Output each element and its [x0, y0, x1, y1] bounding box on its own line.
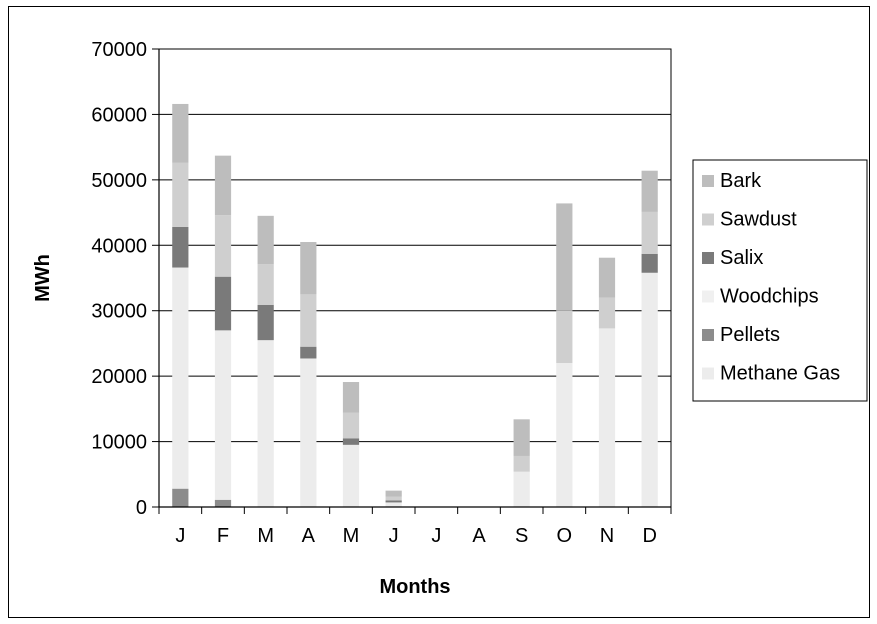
bar-segment — [513, 471, 530, 507]
bar-segment — [257, 264, 274, 305]
bar-segment — [300, 358, 317, 507]
gridlines — [159, 48, 671, 443]
bar-segment — [598, 297, 616, 329]
y-tick-labels: 0 10000 20000 30000 40000 50000 60000 70000 — [91, 39, 147, 519]
bar-segment — [556, 310, 573, 364]
bar-segment — [257, 340, 274, 507]
chart-frame: 0 10000 20000 30000 40000 50000 60000 70000 J F M… — [8, 6, 870, 618]
bar-segment — [172, 488, 189, 507]
legend-box — [692, 159, 868, 402]
bar-segment — [214, 276, 232, 331]
bar-segment — [385, 496, 402, 501]
legend-label: Sawdust — [720, 209, 797, 231]
x-tick-label: D — [642, 525, 656, 547]
axes — [152, 48, 672, 514]
legend: Bark Sawdust Salix Woodchips Pellets Methane … — [692, 159, 868, 402]
legend-swatch — [702, 252, 714, 264]
bar-segment — [342, 444, 360, 507]
legend-swatch — [702, 213, 714, 226]
bar-segment — [257, 304, 274, 341]
bar-segment — [172, 103, 189, 163]
bar-segment — [641, 253, 658, 273]
bar-segment — [556, 203, 573, 311]
y-axis-title: MWh — [32, 254, 54, 302]
bar-segment — [513, 419, 530, 456]
y-tick-label: 10000 — [91, 432, 147, 454]
bar-segment — [172, 226, 189, 268]
bar-segment — [513, 455, 530, 472]
legend-swatch — [702, 329, 714, 341]
bar-segment — [641, 170, 658, 212]
legend-label: Pellets — [720, 324, 780, 346]
bar-segment — [300, 346, 317, 359]
bar-segment — [214, 330, 232, 500]
bar-segment — [257, 215, 274, 265]
y-tick-label: 40000 — [91, 235, 147, 257]
plot-area — [158, 48, 672, 508]
bar-segment — [214, 155, 232, 216]
legend-label: Methane Gas — [720, 363, 840, 385]
chart-svg: 0 10000 20000 30000 40000 50000 60000 70000 J F M… — [32, 39, 868, 598]
y-tick-label: 0 — [136, 497, 147, 519]
y-tick-label: 20000 — [91, 366, 147, 388]
x-tick-label: J — [389, 525, 399, 547]
x-tick-label: J — [431, 525, 441, 547]
legend-label: Woodchips — [720, 286, 819, 308]
x-tick-label: A — [302, 525, 316, 547]
legend-swatch — [702, 367, 714, 380]
legend-label: Bark — [720, 170, 762, 192]
bar-segment — [385, 500, 402, 503]
x-tick-label: A — [472, 525, 486, 547]
bar-segment — [342, 382, 360, 413]
x-axis-title: Months — [379, 576, 450, 598]
bar-segment — [342, 412, 360, 439]
bar-segment — [556, 363, 573, 507]
bar-segment — [172, 162, 189, 227]
bar-segment — [641, 211, 658, 254]
y-tick-label: 70000 — [91, 39, 147, 61]
y-tick-label: 30000 — [91, 301, 147, 323]
x-tick-label: F — [217, 525, 229, 547]
x-tick-label: O — [557, 525, 573, 547]
bar-segment — [300, 242, 317, 295]
legend-swatch — [702, 290, 714, 303]
plot-background — [158, 48, 672, 508]
x-tick-label: M — [343, 525, 360, 547]
bar-segment — [214, 215, 232, 277]
y-tick-label: 50000 — [91, 170, 147, 192]
y-tick-label: 60000 — [91, 104, 147, 126]
bars — [172, 103, 658, 507]
x-tick-label: M — [257, 525, 274, 547]
bar-segment — [172, 267, 189, 489]
bar-segment — [641, 272, 658, 507]
x-tick-label: J — [175, 525, 185, 547]
bar-segment — [385, 502, 402, 507]
x-tick-label: N — [600, 525, 614, 547]
legend-label: Salix — [720, 247, 763, 269]
bar-segment — [214, 499, 232, 507]
bar-segment — [342, 438, 360, 445]
x-tick-label: S — [515, 525, 528, 547]
bar-segment — [598, 257, 616, 298]
bar-segment — [300, 294, 317, 347]
legend-swatch — [702, 175, 714, 187]
bar-segment — [598, 328, 616, 507]
bar-segment — [385, 490, 402, 497]
